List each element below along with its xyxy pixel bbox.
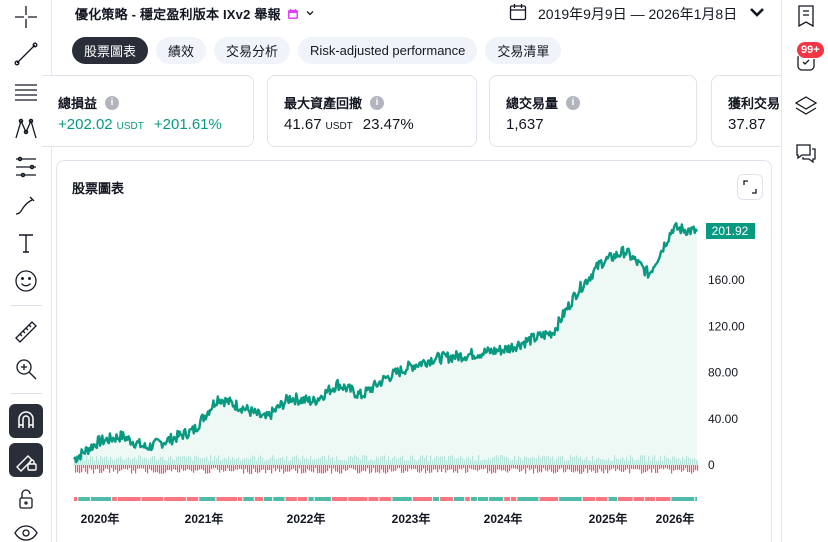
metric-unit: USDT	[116, 121, 144, 132]
metric-card-profitable-trades: 獲利交易 37.87	[711, 75, 781, 147]
metric-value: 37.87	[728, 116, 766, 133]
strategy-title[interactable]: 優化策略 - 穩定盈利版本 IXv2 舉報	[75, 4, 315, 23]
calendar-icon	[508, 2, 528, 25]
metric-label: 總損益	[58, 96, 98, 111]
info-icon[interactable]: i	[566, 95, 581, 110]
watchlist-icon[interactable]	[792, 2, 820, 30]
chart-title: 股票圖表	[72, 181, 125, 196]
metric-label: 總交易量	[506, 96, 559, 111]
metric-card-total-trades: 總交易量 i 1,637	[489, 75, 697, 147]
metric-value: 1,637	[506, 116, 544, 133]
text-tool-icon[interactable]	[9, 226, 43, 260]
emoji-tool-icon[interactable]	[9, 264, 43, 298]
tab-trade-list[interactable]: 交易清單	[485, 37, 562, 64]
metric-label: 最大資產回撤	[284, 96, 363, 111]
info-icon[interactable]: i	[105, 95, 120, 110]
crosshair-tool-icon[interactable]	[9, 0, 43, 34]
metric-secondary: +201.61%	[153, 116, 222, 133]
metric-unit: USDT	[325, 121, 353, 132]
pattern-tool-icon[interactable]	[9, 112, 43, 146]
metric-card-net-profit: 總損益 i +202.02 USDT +201.61%	[42, 75, 254, 147]
fib-retracement-tool-icon[interactable]	[9, 75, 43, 109]
tab-performance[interactable]: 績效	[156, 37, 207, 64]
lock-all-icon[interactable]	[9, 482, 43, 516]
metric-secondary: 23.47%	[362, 116, 414, 133]
lock-drawing-icon[interactable]	[9, 443, 43, 477]
right-toolbar: 99+	[781, 0, 828, 542]
chevron-down-icon	[747, 2, 767, 25]
tab-equity-chart[interactable]: 股票圖表	[72, 37, 149, 64]
ruler-tool-icon[interactable]	[9, 315, 43, 349]
calendar-badge-icon	[287, 8, 299, 20]
date-range-picker[interactable]: 2019年9月9日 — 2026年1月8日	[508, 2, 767, 25]
info-icon[interactable]: i	[370, 95, 385, 110]
metric-value: 41.67	[284, 116, 322, 133]
equity-chart-panel	[56, 160, 772, 542]
tab-risk-adjusted[interactable]: Risk-adjusted performance	[298, 37, 478, 64]
metric-card-max-drawdown: 最大資產回撤 i 41.67 USDT 23.47%	[267, 75, 477, 147]
layers-icon[interactable]	[792, 92, 820, 120]
chevron-down-icon[interactable]	[305, 6, 315, 21]
visibility-eye-icon[interactable]	[9, 516, 43, 542]
zoom-in-icon[interactable]	[9, 352, 43, 386]
trend-line-tool-icon[interactable]	[9, 37, 43, 71]
chat-icon[interactable]	[792, 139, 820, 167]
date-range-text: 2019年9月9日 — 2026年1月8日	[538, 5, 738, 22]
strategy-title-text: 優化策略 - 穩定盈利版本 IXv2 舉報	[75, 7, 281, 22]
fullscreen-expand-button[interactable]	[737, 174, 763, 200]
prediction-tool-icon[interactable]	[9, 150, 43, 184]
notification-badge: 99+	[796, 41, 825, 59]
metric-value: +202.02	[58, 116, 113, 133]
metric-label: 獲利交易	[728, 96, 781, 111]
report-tabs: 股票圖表 績效 交易分析 Risk-adjusted performance 交…	[72, 37, 562, 64]
brush-tool-icon[interactable]	[9, 188, 43, 222]
magnet-mode-icon[interactable]	[9, 404, 43, 438]
tab-trade-analysis[interactable]: 交易分析	[214, 37, 291, 64]
expand-icon	[743, 180, 757, 194]
